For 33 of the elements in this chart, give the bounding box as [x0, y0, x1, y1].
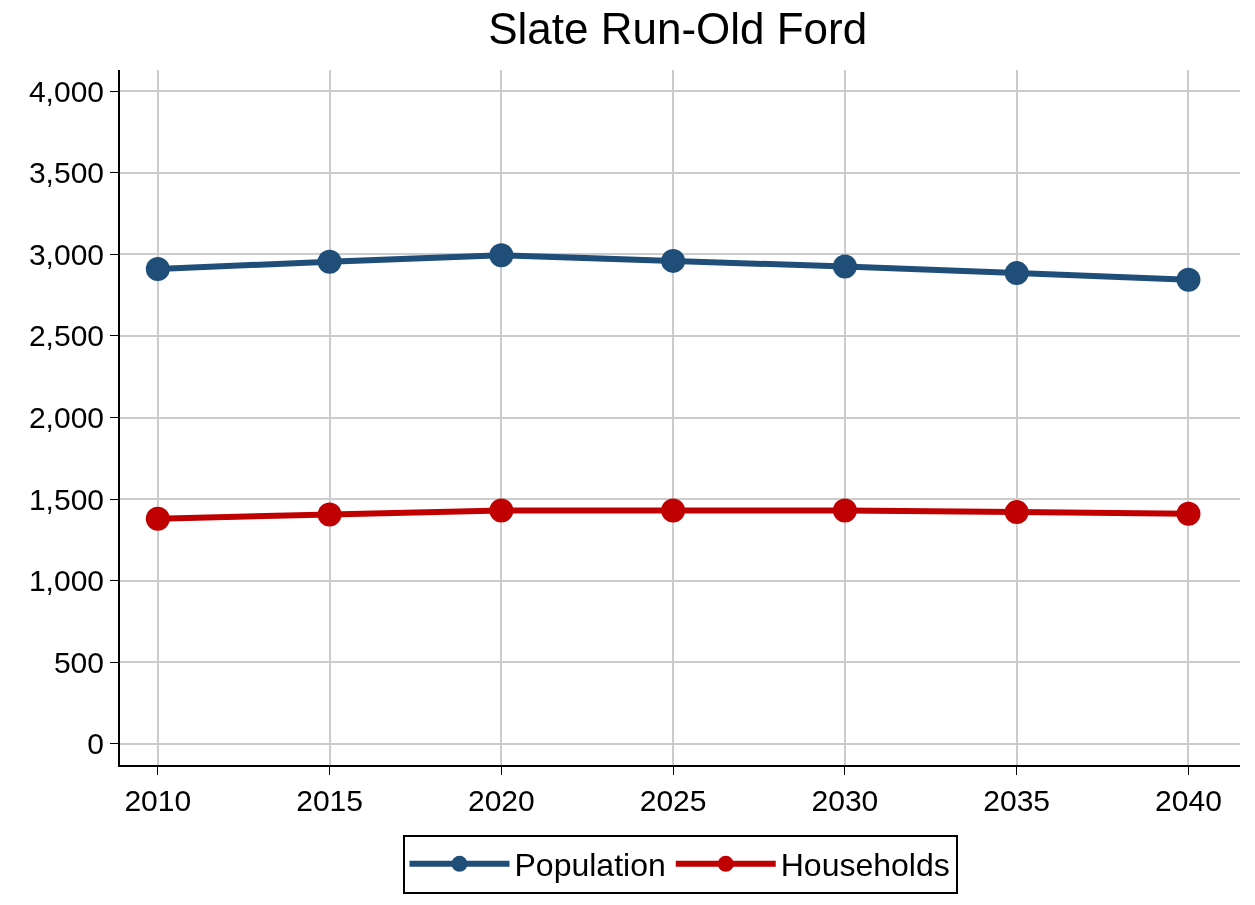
point [317, 502, 342, 527]
y-tick-label: 1,500 [28, 482, 104, 516]
y-tick-label: 2,000 [28, 401, 104, 434]
point [661, 498, 686, 523]
y-tick-label: 4,000 [28, 74, 104, 108]
y-tick-label: 1,000 [28, 564, 104, 598]
legend-label: Population [514, 847, 666, 884]
point [832, 254, 857, 279]
point [489, 243, 514, 268]
point [832, 498, 857, 523]
point [661, 248, 686, 273]
point [317, 249, 342, 274]
y-tick-label: 2,500 [28, 319, 104, 353]
legend-label: Households [780, 847, 950, 884]
point [145, 257, 170, 282]
chart-title: Slate Run-Old Ford [488, 4, 868, 54]
x-tick-label: 2010 [124, 784, 192, 817]
x-tick-label: 2020 [467, 784, 535, 817]
x-tick-label: 2035 [983, 784, 1051, 817]
point [1176, 501, 1201, 526]
point [1004, 500, 1029, 525]
x-tick-label: 2040 [1155, 784, 1222, 817]
point [1176, 267, 1201, 292]
point [489, 498, 514, 523]
y-tick-label: 500 [53, 645, 104, 679]
point [145, 506, 170, 531]
y-tick-label: 3,500 [28, 156, 104, 190]
y-tick-label: 0 [87, 727, 104, 761]
x-tick-label: 2015 [296, 784, 363, 817]
y-tick-label: 3,000 [28, 237, 104, 271]
x-tick-label: 2025 [639, 784, 707, 817]
x-tick-label: 2030 [811, 784, 879, 817]
point [1004, 261, 1029, 286]
